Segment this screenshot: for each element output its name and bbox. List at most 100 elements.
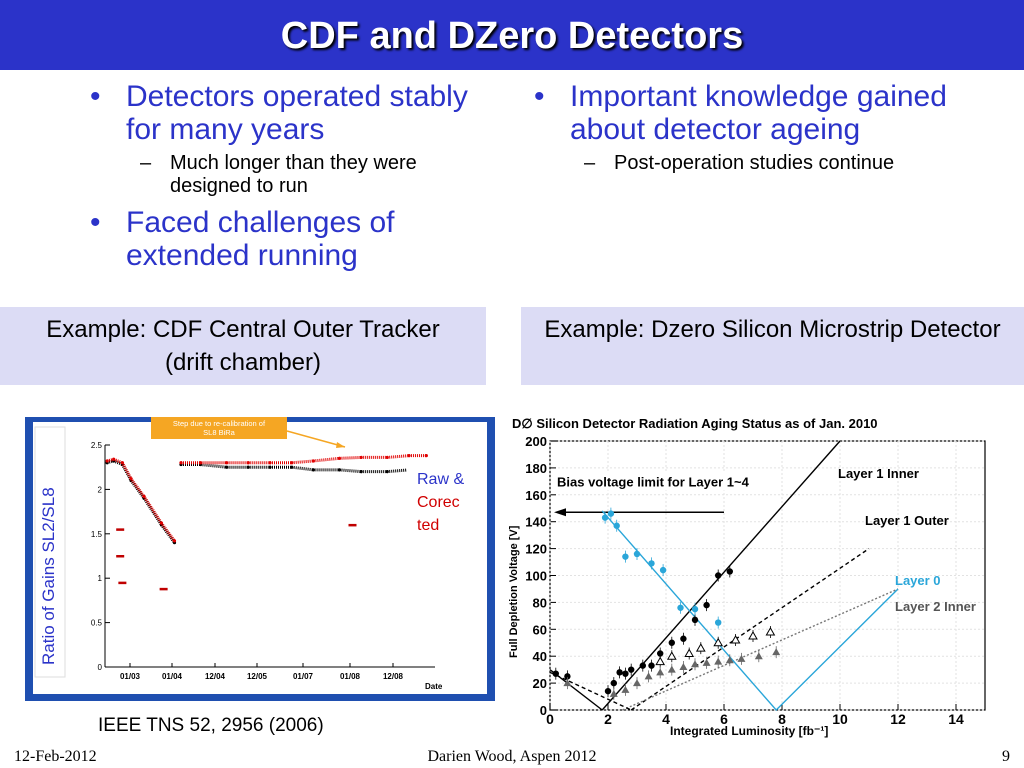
data-point xyxy=(407,454,410,457)
y-tick-label: 0.5 xyxy=(91,619,103,628)
slide-title: CDF and DZero Detectors xyxy=(0,0,1024,70)
bias-limit-arrowhead xyxy=(554,508,566,516)
data-point xyxy=(106,459,109,462)
data-point xyxy=(645,672,653,679)
data-point xyxy=(116,555,124,558)
data-point xyxy=(225,461,228,464)
data-point xyxy=(692,606,698,612)
data-point xyxy=(715,572,721,578)
x-tick-label: 01/04 xyxy=(162,672,183,681)
data-point xyxy=(692,617,698,623)
y-tick-label: 100 xyxy=(525,569,547,584)
y-tick-label: 180 xyxy=(525,461,547,476)
x-tick-label: 2 xyxy=(604,711,612,727)
data-point xyxy=(338,468,341,471)
data-point xyxy=(633,679,641,686)
cdf-gain-chart: Ratio of Gains SL2/SL8 0 0.5 1 1.5 2 2.5 01/03… xyxy=(25,417,495,701)
data-point xyxy=(349,524,357,527)
data-point xyxy=(679,663,687,670)
bias-limit-label: Bias voltage limit for Layer 1~4 xyxy=(557,474,750,489)
data-point xyxy=(312,459,315,462)
data-point xyxy=(247,466,250,469)
data-point xyxy=(634,551,640,557)
bullet-text: Important knowledge gained about detecto… xyxy=(570,80,947,146)
data-point xyxy=(622,670,628,676)
sub-bullet-2: – Post-operation studies continue xyxy=(524,152,964,175)
data-point xyxy=(677,605,683,611)
x-axis-label: Integrated Luminosity [fb⁻¹] xyxy=(670,724,828,738)
y-tick-label: 2 xyxy=(98,485,103,494)
right-bullets: • Important knowledge gained about detec… xyxy=(524,80,964,183)
data-point xyxy=(685,650,693,657)
reference-caption: IEEE TNS 52, 2956 (2006) xyxy=(98,715,324,737)
fit-line xyxy=(602,511,898,710)
bullet-text: Faced challenges of extended running xyxy=(126,206,395,272)
dash-icon: – xyxy=(584,152,595,175)
bullet-3: • Important knowledge gained about detec… xyxy=(524,80,964,146)
data-point xyxy=(553,670,559,676)
data-point xyxy=(602,514,608,520)
dash-icon: – xyxy=(140,152,151,175)
data-point xyxy=(648,662,654,668)
y-tick-label: 0 xyxy=(98,663,103,672)
sub-bullet-text: Much longer than they were designed to r… xyxy=(170,152,417,197)
data-point xyxy=(360,470,363,473)
y-tick-label: 2.5 xyxy=(91,441,103,450)
bullet-icon: • xyxy=(90,80,101,113)
y-tick-label: 140 xyxy=(525,515,547,530)
footer-center: Darien Wood, Aspen 2012 xyxy=(0,748,1024,766)
x-tick-label: 12 xyxy=(890,711,906,727)
y-tick-label: 1.5 xyxy=(91,530,103,539)
data-point xyxy=(605,688,611,694)
data-point xyxy=(772,648,780,655)
data-point xyxy=(338,457,341,460)
data-point xyxy=(142,495,145,498)
x-tick-label: 10 xyxy=(832,711,848,727)
y-tick-label: 160 xyxy=(525,488,547,503)
data-point xyxy=(160,588,168,591)
label-layer1-outer: Layer 1 Outer xyxy=(865,513,949,528)
data-point xyxy=(749,632,757,639)
y-tick-label: 40 xyxy=(533,649,547,664)
y-tick-label: 120 xyxy=(525,542,547,557)
data-point xyxy=(268,466,271,469)
data-point xyxy=(386,470,389,473)
dzero-depletion-chart: D∅ Silicon Detector Radiation Aging Stat… xyxy=(505,408,999,743)
data-point xyxy=(648,560,654,566)
left-bullets: • Detectors operated stably for many yea… xyxy=(80,80,500,278)
x-axis-label: Date xyxy=(425,682,443,691)
data-point xyxy=(290,466,293,469)
data-point xyxy=(225,466,228,469)
data-point xyxy=(179,461,182,464)
bullet-1: • Detectors operated stably for many yea… xyxy=(80,80,500,146)
panel-cdf: Example: CDF Central Outer Tracker (drif… xyxy=(0,307,486,385)
x-tick-label: 4 xyxy=(662,711,670,727)
data-point xyxy=(640,662,646,668)
y-axis-label: Full Depletion Voltage [V] xyxy=(508,525,520,658)
data-point xyxy=(697,644,705,651)
data-point xyxy=(622,553,628,559)
data-point xyxy=(703,659,711,666)
data-point xyxy=(715,619,721,625)
bullet-text: Detectors operated stably for many years xyxy=(126,80,468,146)
plot-background xyxy=(33,422,487,694)
data-point xyxy=(668,666,676,673)
x-tick-label: 12/05 xyxy=(247,672,268,681)
y-tick-label: 200 xyxy=(525,434,547,449)
data-point xyxy=(290,461,293,464)
x-tick-label: 12/04 xyxy=(205,672,226,681)
sub-bullet-text: Post-operation studies continue xyxy=(614,152,894,174)
y-tick-label: 1 xyxy=(98,574,103,583)
data-point xyxy=(656,668,664,675)
data-point xyxy=(118,582,126,585)
data-point xyxy=(129,477,132,480)
bullet-icon: • xyxy=(90,206,101,239)
data-point xyxy=(691,660,699,667)
label-layer2-inner: Layer 2 Inner xyxy=(895,599,976,614)
bullet-icon: • xyxy=(534,80,545,113)
data-point xyxy=(608,510,614,516)
x-tick-label: 01/08 xyxy=(340,672,361,681)
panel-dzero: Example: Dzero Silicon Microstrip Detect… xyxy=(521,307,1024,385)
label-layer1-inner: Layer 1 Inner xyxy=(838,466,919,481)
y-tick-label: 60 xyxy=(533,622,547,637)
